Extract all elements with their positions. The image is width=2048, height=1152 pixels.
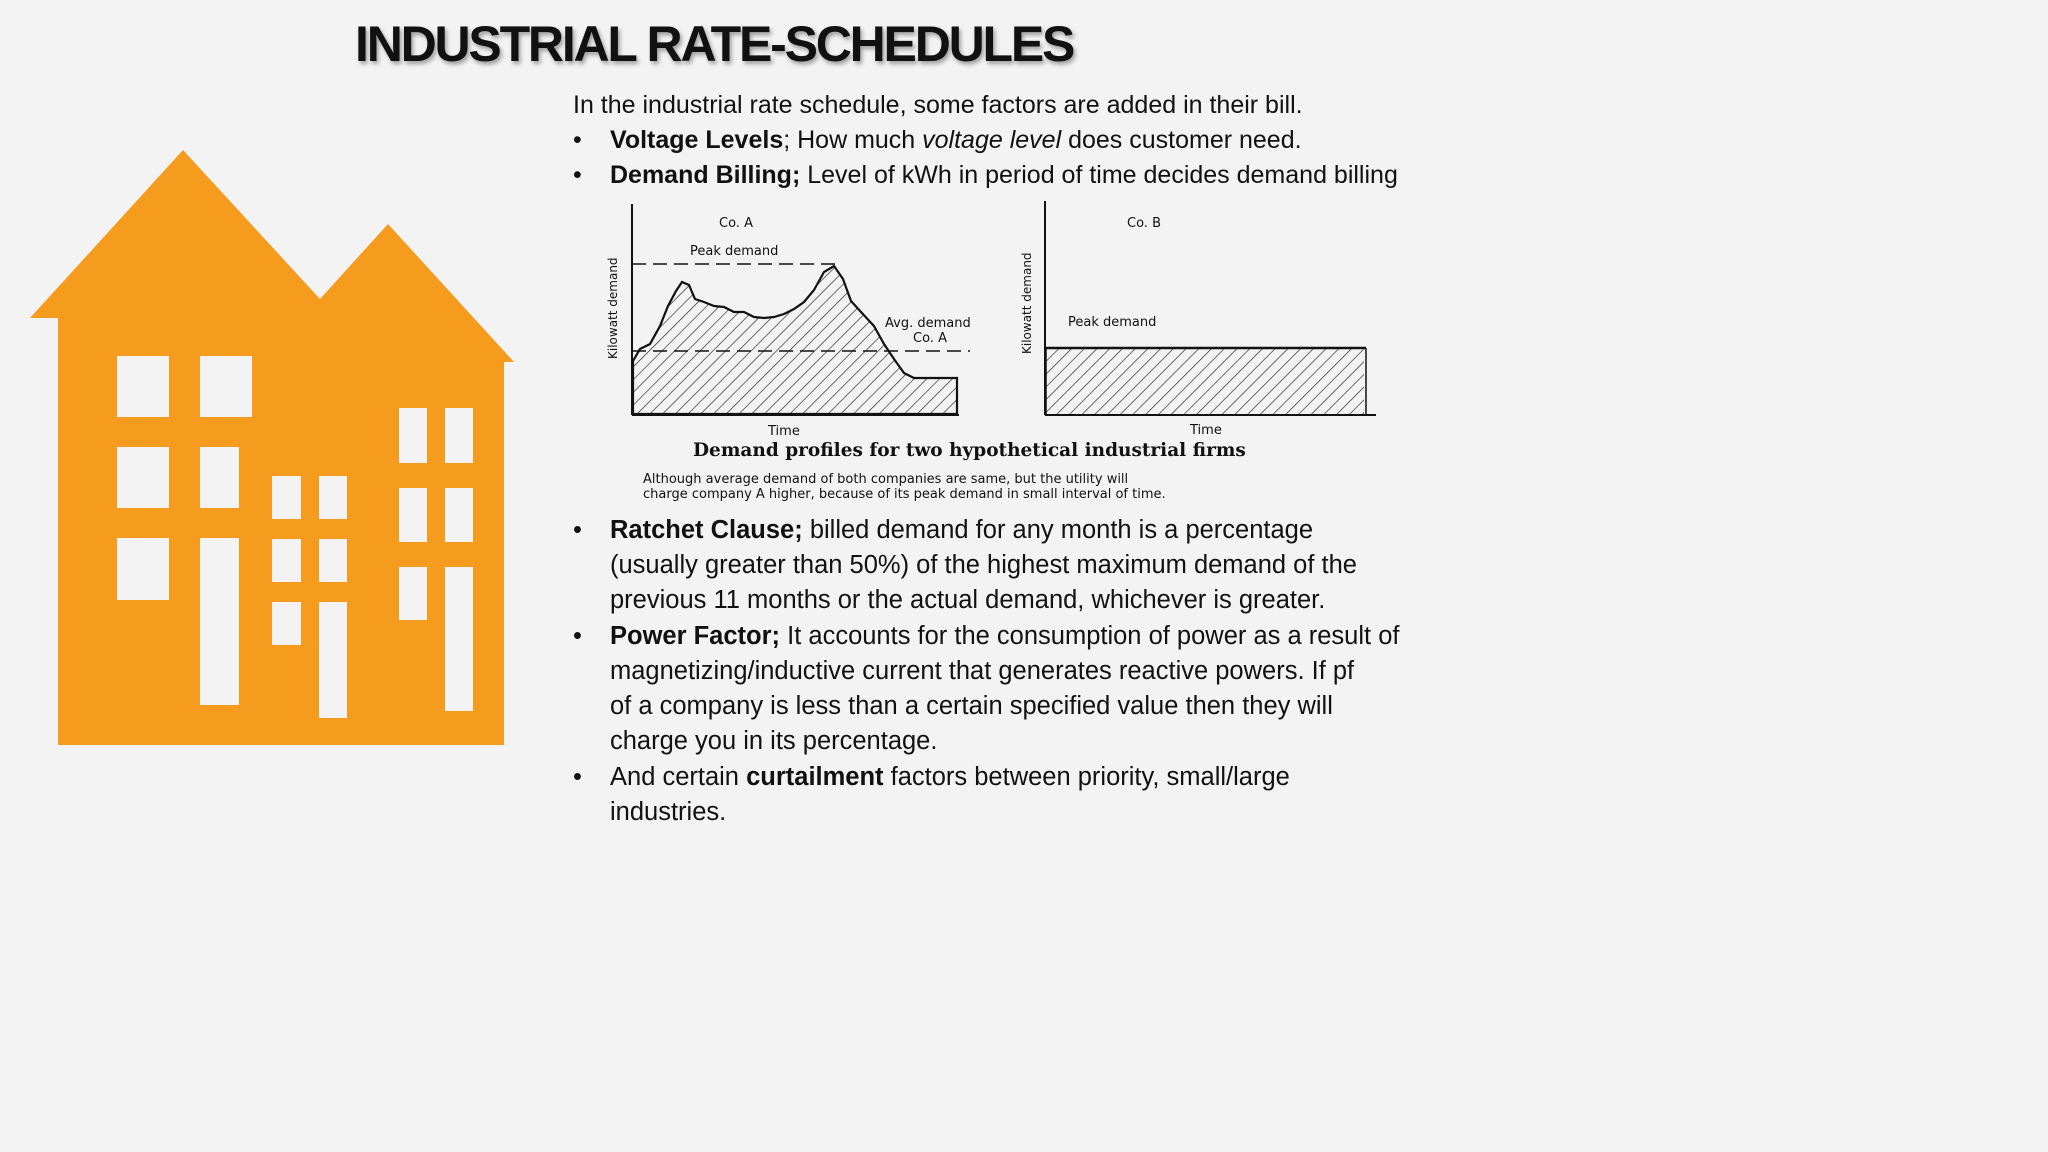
co-b-xlabel: Time [1189, 423, 1222, 438]
co-a-demand-area [631, 264, 959, 416]
co-a-ylabel: Kilowatt demand [606, 257, 620, 359]
bullet-marker: • [573, 622, 582, 650]
figure-caption: Demand profiles for two hypothetical ind… [693, 440, 1246, 461]
ratchet-line-3: previous 11 months or the actual demand,… [610, 586, 1326, 614]
co-a-avg-label: Avg. demand [885, 316, 971, 331]
power-factor-term: Power Factor; [610, 622, 781, 650]
demand-billing-text: Level of kWh in period of time decides d… [800, 161, 1398, 189]
bullet-marker: • [573, 126, 582, 154]
slide-title: INDUSTRIAL RATE-SCHEDULES [355, 16, 1075, 72]
bullet-marker: • [573, 516, 582, 544]
demand-profiles-figure: Co. A Peak demand Avg. demand Co. A Kilo… [606, 201, 1376, 502]
power-factor-line-4: charge you in its percentage. [610, 727, 938, 755]
bullet-marker: • [573, 763, 582, 791]
ratchet-line-2: (usually greater than 50%) of the highes… [610, 551, 1357, 579]
building-icon [30, 150, 514, 745]
voltage-level-italic: voltage level [922, 126, 1062, 154]
co-a-xlabel: Time [767, 424, 800, 439]
power-factor-line-1: It accounts for the consumption of power… [780, 622, 1400, 650]
chart-co-a: Co. A Peak demand Avg. demand Co. A Kilo… [606, 204, 971, 439]
curtailment-pre: And certain [610, 763, 747, 791]
bullet-marker: • [573, 161, 582, 189]
intro-text: In the industrial rate schedule, some fa… [573, 91, 1303, 119]
co-b-label: Co. B [1127, 216, 1161, 231]
curtailment-term: curtailment [746, 763, 884, 791]
curtailment-line-1: factors between priority, small/large [883, 763, 1290, 791]
co-a-avg-sublabel: Co. A [913, 331, 947, 346]
chart-co-b: Co. B Peak demand Kilowatt demand Time [1020, 201, 1376, 438]
voltage-levels-term: Voltage Levels [610, 126, 784, 154]
voltage-text-a: ; How much [783, 126, 923, 154]
curtailment-line-2: industries. [610, 798, 727, 826]
co-b-ylabel: Kilowatt demand [1020, 252, 1034, 354]
co-a-peak-label: Peak demand [690, 244, 778, 259]
demand-billing-term: Demand Billing; [610, 161, 801, 189]
ratchet-clause-term: Ratchet Clause; [610, 516, 803, 544]
co-b-peak-label: Peak demand [1068, 315, 1156, 330]
voltage-text-b: does customer need. [1061, 126, 1302, 154]
power-factor-line-2: magnetizing/inductive current that gener… [610, 657, 1355, 685]
co-a-label: Co. A [719, 216, 753, 231]
power-factor-line-3: of a company is less than a certain spec… [610, 692, 1333, 720]
figure-note-line1: Although average demand of both companie… [643, 472, 1128, 487]
ratchet-line-1: billed demand for any month is a percent… [802, 516, 1314, 544]
figure-note-line2: charge company A higher, because of its … [643, 487, 1166, 502]
co-b-demand-area [1046, 349, 1364, 414]
